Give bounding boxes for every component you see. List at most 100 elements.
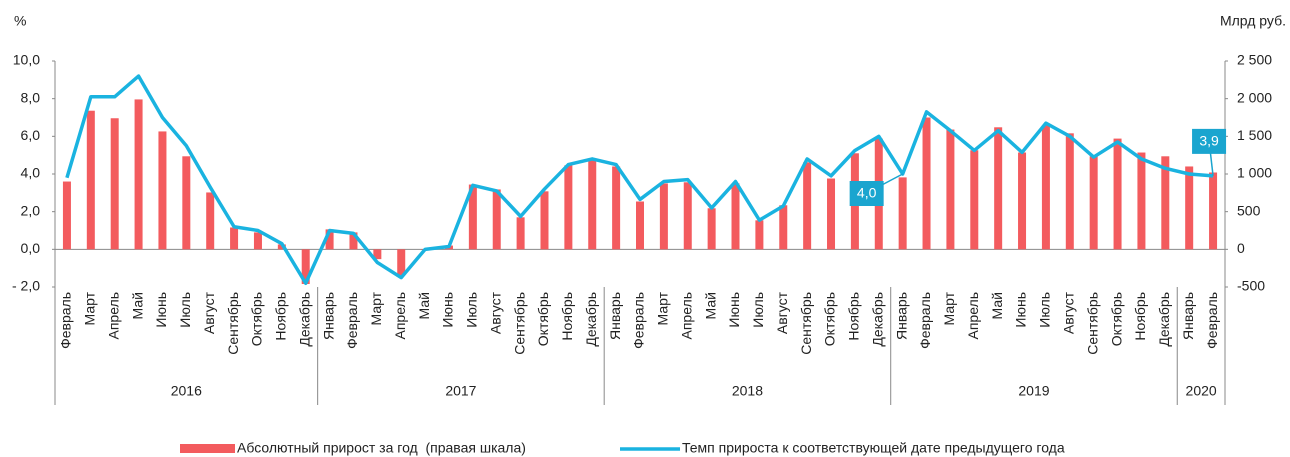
x-tick-label: Январь	[893, 292, 909, 340]
x-tick-label: Март	[368, 291, 384, 325]
group-label: 2018	[732, 383, 763, 399]
bar	[134, 99, 143, 250]
x-tick-label: Февраль	[58, 292, 74, 349]
legend-swatch	[180, 444, 235, 453]
bar	[946, 129, 955, 250]
bar	[803, 162, 812, 250]
x-tick-label: Декабрь	[869, 292, 885, 347]
bar	[182, 156, 191, 250]
bar	[970, 150, 979, 250]
x-tick-label: Февраль	[344, 292, 360, 349]
y-tick-label: 2,0	[21, 202, 41, 218]
x-tick-label: Октябрь	[1108, 292, 1124, 346]
bar	[731, 183, 740, 250]
x-tick-label: Март	[655, 291, 671, 325]
y-tick-label: 8,0	[21, 89, 41, 105]
x-tick-label: Январь	[607, 292, 623, 340]
x-tick-label: Июнь	[1013, 292, 1029, 328]
bar	[636, 201, 644, 250]
x-tick-label: Сентябрь	[225, 292, 241, 355]
bar	[301, 249, 310, 284]
group-label: 2016	[171, 383, 202, 399]
data-label: 4,0	[857, 185, 877, 201]
x-tick-label: Январь	[1180, 292, 1196, 340]
bar	[253, 232, 262, 250]
y-tick-label: 10,0	[13, 52, 40, 68]
bar	[588, 160, 597, 250]
group-label: 2020	[1186, 383, 1217, 399]
x-tick-label: Апрель	[965, 292, 981, 340]
x-tick-label: Сентябрь	[511, 292, 527, 355]
bar	[922, 117, 931, 250]
bar	[373, 249, 382, 260]
label-box	[849, 181, 884, 206]
x-tick-label: Октябрь	[535, 292, 551, 346]
bar	[1185, 166, 1194, 250]
bar	[325, 229, 334, 250]
x-tick-label: Ноябрь	[559, 292, 575, 341]
y2-axis-label: Млрд руб.	[1220, 13, 1286, 29]
x-tick-label: Июль	[464, 292, 480, 328]
bar	[1209, 172, 1218, 250]
x-tick-label: Апрель	[105, 292, 121, 340]
x-tick-label: Июнь	[153, 292, 169, 328]
x-tick-label: Июнь	[440, 292, 456, 328]
bar	[468, 184, 477, 250]
bar	[516, 217, 525, 250]
x-tick-label: Январь	[320, 292, 336, 340]
x-tick-label: Август	[1060, 291, 1076, 334]
x-tick-label: Май	[129, 292, 145, 319]
bar	[1065, 133, 1074, 250]
bar	[659, 183, 668, 250]
y2-tick-label: 1 000	[1237, 165, 1272, 181]
bar	[827, 178, 836, 250]
y2-tick-label: 0	[1237, 240, 1245, 256]
x-tick-label: Декабрь	[1156, 292, 1172, 347]
bar	[230, 227, 239, 250]
bar	[564, 165, 573, 250]
bar	[110, 118, 119, 250]
legend-label: Темп прироста к соответствующей дате пре…	[682, 440, 1065, 456]
x-tick-label: Декабрь	[583, 292, 599, 347]
x-tick-label: Май	[416, 292, 432, 319]
bar	[612, 166, 621, 250]
legend-label: Абсолютный прирост за год (правая шкала)	[237, 440, 526, 456]
y2-tick-label: 500	[1237, 202, 1261, 218]
x-tick-label: Июль	[750, 292, 766, 328]
bar	[1137, 152, 1146, 250]
x-tick-label: Октябрь	[822, 292, 838, 346]
bar	[1089, 156, 1098, 250]
y2-tick-label: -500	[1237, 278, 1265, 294]
x-tick-label: Август	[487, 291, 503, 334]
y-axis-label: %	[14, 13, 26, 29]
line	[65, 74, 1214, 285]
bar	[779, 205, 788, 250]
x-tick-label: Июль	[177, 292, 193, 328]
x-tick-label: Апрель	[392, 292, 408, 340]
x-tick-label: Май	[702, 292, 718, 319]
x-tick-label: Август	[774, 291, 790, 334]
bar	[994, 127, 1003, 250]
bar	[492, 189, 501, 250]
y-tick-label: 6,0	[21, 127, 41, 143]
bar	[898, 177, 907, 250]
y-tick-label: - 2,0	[12, 278, 40, 294]
x-tick-label: Июнь	[726, 292, 742, 328]
bar	[755, 220, 764, 250]
y-tick-label: 0,0	[21, 240, 41, 256]
x-tick-label: Август	[201, 291, 217, 334]
bar	[1113, 138, 1122, 250]
bar	[683, 182, 692, 250]
x-tick-label: Ноябрь	[273, 292, 289, 341]
x-tick-label: Март	[82, 291, 98, 325]
y2-tick-label: 2 500	[1237, 52, 1272, 68]
bar	[206, 192, 215, 250]
x-tick-label: Октябрь	[249, 292, 265, 346]
bar	[1161, 156, 1170, 250]
bar	[397, 249, 406, 276]
x-tick-label: Февраль	[631, 292, 647, 349]
y-tick-label: 4,0	[21, 165, 41, 181]
x-tick-label: Ноябрь	[1132, 292, 1148, 341]
bar	[86, 110, 95, 250]
